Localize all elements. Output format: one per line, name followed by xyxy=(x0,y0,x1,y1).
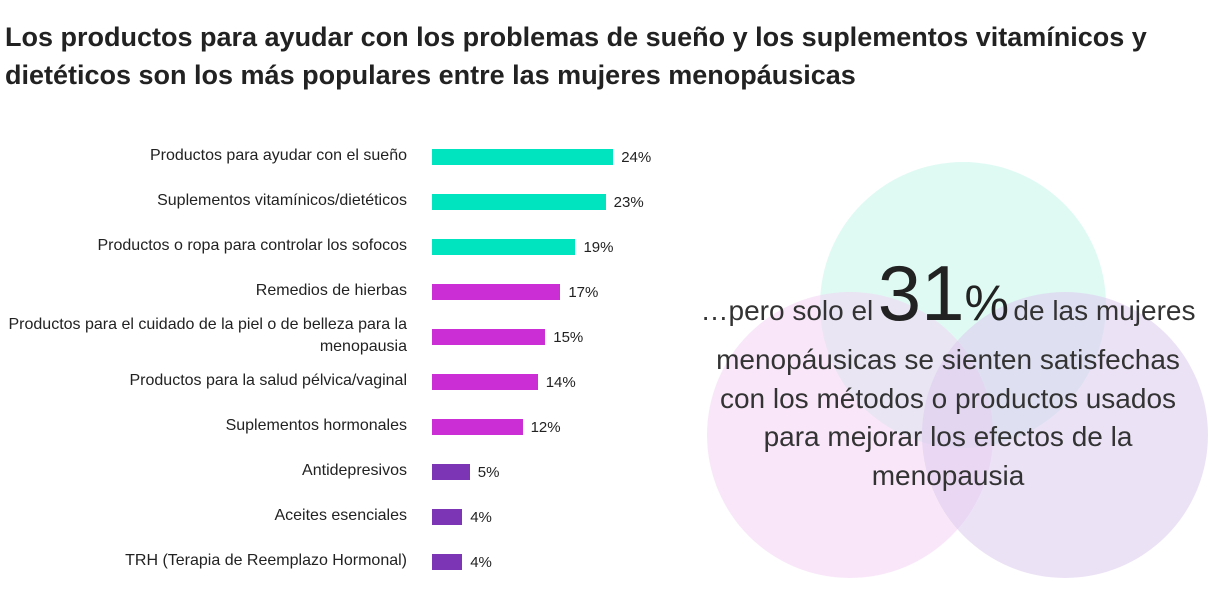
decor-circle xyxy=(922,292,1208,578)
callout-suffix: de las mujeres xyxy=(1013,295,1196,326)
value-label: 4% xyxy=(470,509,492,526)
category-label: Antidepresivos xyxy=(302,462,407,479)
category-label: TRH (Terapia de Reemplazo Hormonal) xyxy=(125,552,407,569)
callout-unit: % xyxy=(964,275,1009,331)
bar xyxy=(432,149,614,165)
bar xyxy=(432,509,463,525)
value-label: 5% xyxy=(477,464,500,481)
bar xyxy=(432,284,561,300)
callout-line: para mejorar los efectos de la xyxy=(763,421,1133,452)
callout-headline: …pero solo el 31% de las mujeres xyxy=(680,248,1216,339)
callout-line: con los métodos o productos usados xyxy=(719,382,1177,414)
category-label: Aceites esenciales xyxy=(274,507,407,524)
value-label: 14% xyxy=(545,374,576,391)
callout-number: 31 xyxy=(877,249,965,337)
callout-prefix: …pero solo el xyxy=(700,295,874,326)
value-label: 19% xyxy=(583,239,614,256)
category-label: Remedios de hierbas xyxy=(255,282,407,299)
category-label: Suplementos hormonales xyxy=(225,417,407,434)
value-label: 15% xyxy=(553,329,584,346)
category-label: Productos para el cuidado de la piel o d… xyxy=(8,316,408,355)
bar xyxy=(432,554,463,570)
value-label: 4% xyxy=(470,554,492,571)
decor-circle xyxy=(707,292,993,578)
bar xyxy=(432,329,546,345)
value-label: 12% xyxy=(530,419,561,436)
callout-line: menopausia xyxy=(871,459,1025,491)
value-label: 24% xyxy=(621,149,652,166)
bar xyxy=(432,374,538,390)
category-label: Productos o ropa para controlar los sofo… xyxy=(97,237,408,254)
bar xyxy=(432,464,470,480)
category-label: Suplementos vitamínicos/dietéticos xyxy=(157,192,407,209)
chart-title: Los productos para ayudar con los proble… xyxy=(5,22,1147,90)
bar xyxy=(432,239,576,255)
bar xyxy=(432,419,523,435)
category-label: Productos para la salud pélvica/vaginal xyxy=(129,372,408,389)
callout-line: menopáusicas se sienten satisfechas xyxy=(716,344,1180,375)
value-label: 23% xyxy=(613,194,644,211)
value-label: 17% xyxy=(568,284,599,301)
category-label: Productos para ayudar con el sueño xyxy=(149,147,407,164)
bar xyxy=(432,194,606,210)
